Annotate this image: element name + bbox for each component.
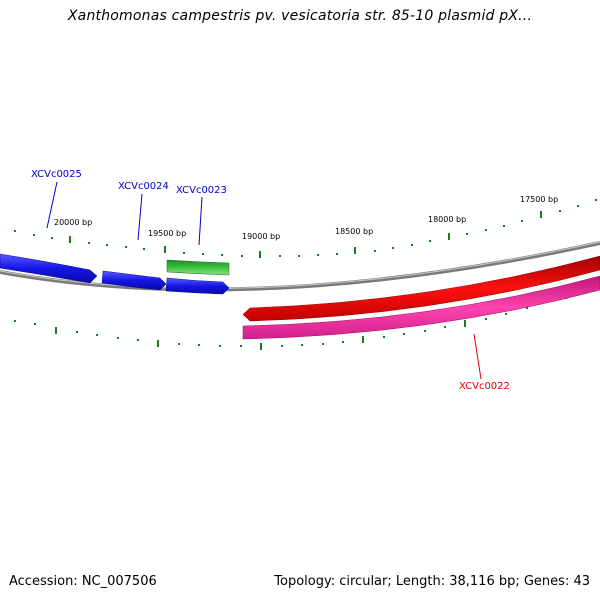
gene-arrow-xcvc0023[interactable]	[165, 277, 230, 295]
plasmid-backbone	[0, 241, 600, 292]
leader-line-xcvc0023	[198, 196, 203, 246]
leader-line-xcvc0022	[473, 333, 482, 380]
summary-text: Topology: circular; Length: 38,116 bp; G…	[274, 574, 590, 589]
map-title: Xanthomonas campestris pv. vesicatoria s…	[67, 8, 533, 24]
gene-label-xcvc0025[interactable]: XCVc0025	[31, 169, 82, 180]
outer-tick-ring	[14, 288, 588, 350]
tick-label-20000: 20000 bp	[54, 218, 92, 227]
gene-arrow-xcvc0025[interactable]	[0, 253, 98, 284]
tick-label-18500: 18500 bp	[335, 227, 373, 236]
gene-label-xcvc0024[interactable]: XCVc0024	[118, 181, 169, 192]
gene-block-xcvc0022[interactable]	[242, 275, 600, 340]
tick-label-18000: 18000 bp	[428, 215, 466, 224]
tick-label-17500: 17500 bp	[520, 195, 558, 204]
gene-label-xcvc0023[interactable]: XCVc0023	[176, 185, 227, 196]
accession-text: Accession: NC_007506	[9, 574, 157, 589]
gene-block-green[interactable]	[166, 259, 230, 276]
leader-line-xcvc0025	[46, 181, 58, 229]
tick-label-19000: 19000 bp	[242, 232, 280, 241]
leader-line-xcvc0024	[137, 193, 143, 241]
tick-label-19500: 19500 bp	[148, 229, 186, 238]
gene-label-xcvc0022[interactable]: XCVc0022	[459, 381, 510, 392]
gene-arrow-xcvc0024[interactable]	[101, 270, 167, 291]
inner-tick-ring	[14, 199, 597, 258]
